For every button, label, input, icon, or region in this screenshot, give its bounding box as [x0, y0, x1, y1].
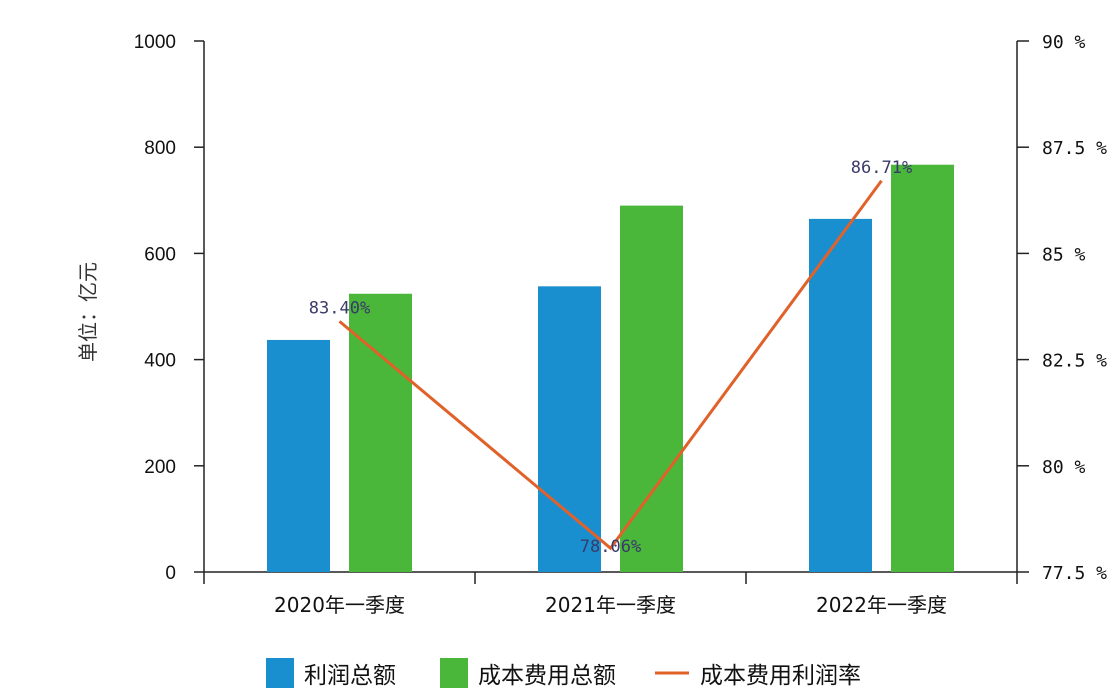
bars-layer — [267, 164, 954, 573]
legend: 利润总额 成本费用总额 成本费用利润率 — [266, 658, 861, 689]
left-tick-label: 800 — [144, 138, 176, 159]
bar — [809, 218, 872, 572]
data-label: 83.40% — [309, 298, 370, 318]
x-tick-label: 2022年一季度 — [816, 593, 947, 617]
left-tick-label: 400 — [144, 351, 176, 372]
line-layer: 83.40% 78.06% 86.71% — [309, 158, 912, 557]
right-tick-label: 85 % — [1042, 244, 1086, 265]
right-tick-label: 77.5 % — [1042, 563, 1107, 584]
bar — [267, 339, 330, 572]
bar — [620, 205, 683, 573]
series-line — [338, 179, 883, 551]
legend-label: 成本费用利润率 — [700, 663, 861, 689]
legend-label: 成本费用总额 — [478, 663, 616, 689]
right-tick-label: 80 % — [1042, 457, 1086, 478]
bar — [891, 164, 954, 572]
x-tick-label: 2020年一季度 — [274, 593, 405, 617]
bar — [349, 293, 412, 572]
data-label: 78.06% — [580, 537, 641, 557]
right-tick-label: 87.5 % — [1042, 138, 1107, 159]
y-axis-label: 单位：亿元 — [76, 262, 100, 362]
x-tick-label: 2021年一季度 — [545, 593, 676, 617]
left-tick-label: 600 — [144, 244, 176, 265]
left-axis: 0 200 400 600 800 1000 — [134, 32, 205, 584]
left-tick-label: 0 — [165, 563, 176, 584]
right-tick-label: 82.5 % — [1042, 351, 1107, 372]
left-tick-label: 200 — [144, 457, 176, 478]
right-tick-label: 90 % — [1042, 32, 1086, 53]
x-axis: 2020年一季度 2021年一季度 2022年一季度 — [203, 571, 1018, 617]
legend-swatch — [440, 658, 468, 688]
legend-label: 利润总额 — [304, 663, 396, 689]
legend-swatch — [266, 658, 294, 688]
data-label: 86.71% — [851, 158, 912, 178]
right-axis: 77.5 % 80 % 82.5 % 85 % 87.5 % 90 % — [1016, 32, 1107, 584]
bar — [538, 286, 601, 572]
left-tick-label: 1000 — [134, 32, 176, 53]
